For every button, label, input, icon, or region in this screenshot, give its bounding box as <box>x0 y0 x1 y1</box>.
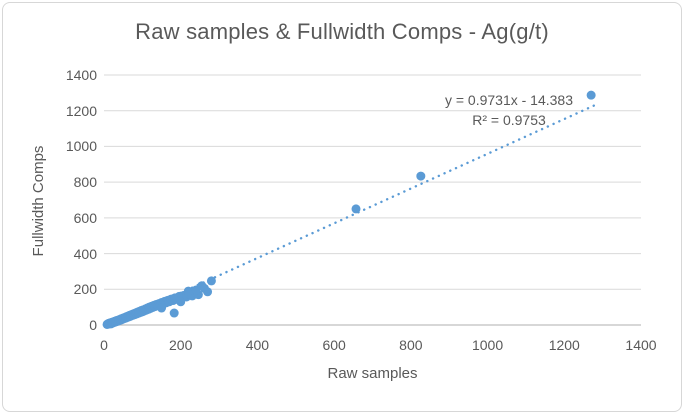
y-tick-label: 600 <box>73 209 97 226</box>
plot-area <box>102 74 641 329</box>
chart-title: Raw samples & Fullwidth Comps - Ag(g/t) <box>135 19 549 44</box>
data-point <box>176 297 186 307</box>
data-point <box>157 303 167 313</box>
x-axis-title: Raw samples <box>327 365 418 382</box>
y-axis-title: Fullwidth Comps <box>30 145 47 257</box>
x-tick-label: 0 <box>100 337 108 353</box>
x-tick-label: 800 <box>399 337 423 353</box>
data-point <box>183 286 193 296</box>
data-point <box>586 90 596 100</box>
x-tick-label: 600 <box>322 337 346 353</box>
y-tick-label: 1400 <box>65 67 97 83</box>
trendline-r-squared: R² = 0.9753 <box>472 112 546 128</box>
trendline-annotation: y = 0.9731x - 14.383 R² = 0.9753 <box>428 90 590 130</box>
data-point <box>169 308 179 318</box>
x-tick-label: 1200 <box>548 337 580 353</box>
data-point <box>351 204 361 214</box>
x-tick-label: 400 <box>245 337 270 353</box>
y-tick-label: 1200 <box>65 102 97 119</box>
data-point <box>206 276 216 286</box>
x-tick-label: 200 <box>169 337 193 353</box>
y-tick-label: 400 <box>73 245 97 262</box>
x-tick-label: 1000 <box>471 337 504 353</box>
trendline-equation: y = 0.9731x - 14.383 <box>444 92 574 108</box>
y-tick-label: 800 <box>73 174 97 191</box>
x-tick-label: 1400 <box>625 337 657 353</box>
data-point <box>416 171 426 181</box>
y-tick-label: 200 <box>73 281 97 298</box>
y-tick-label: 1000 <box>65 138 97 155</box>
y-tick-label: 0 <box>89 317 97 333</box>
data-point <box>203 287 213 297</box>
